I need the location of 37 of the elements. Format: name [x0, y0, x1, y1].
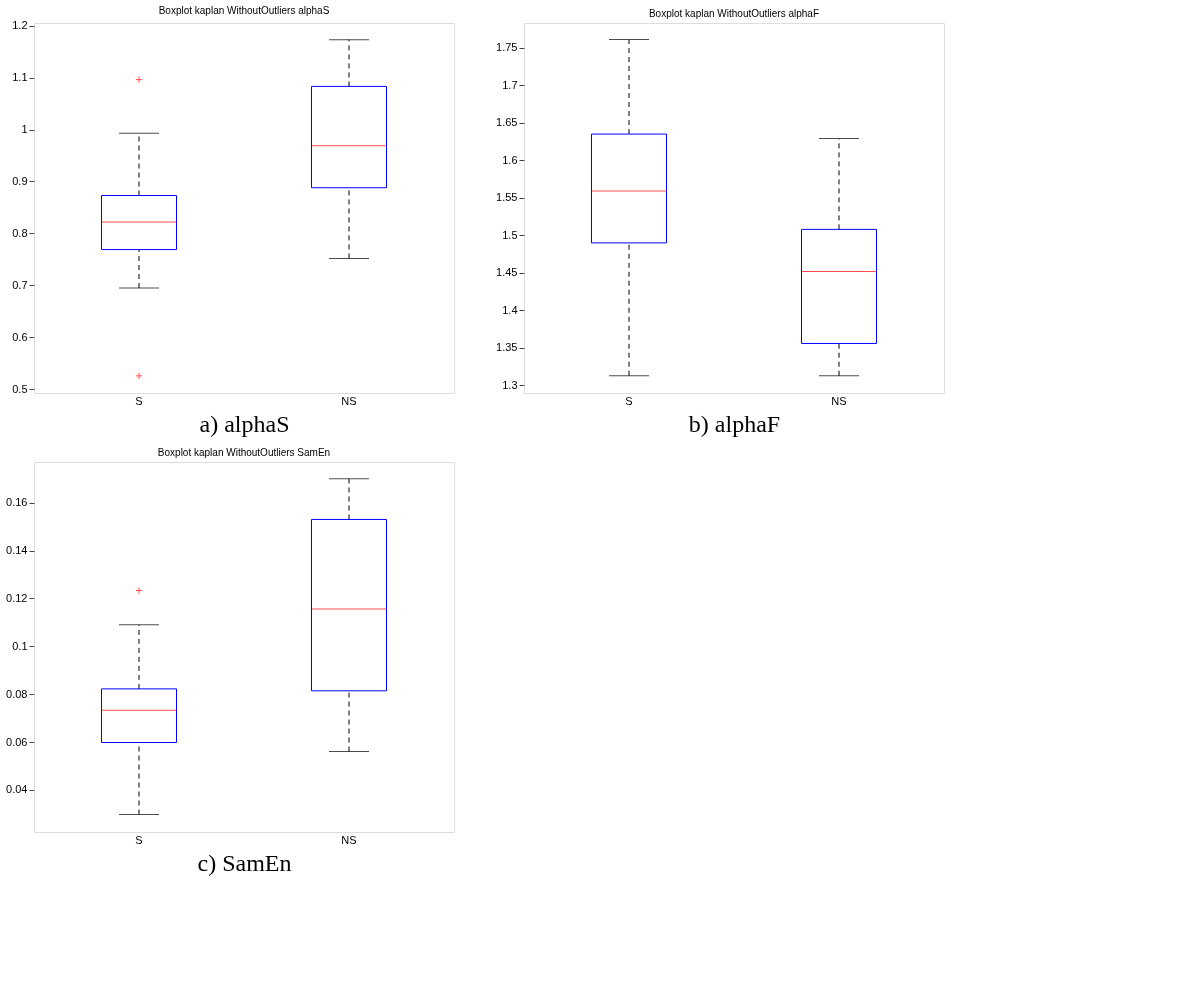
y-tick-label: 1.6: [502, 153, 518, 166]
x-tick-label: S: [135, 394, 143, 407]
x-tick-label: S: [135, 833, 143, 846]
y-tick-label: 1.5: [502, 228, 518, 241]
y-tick-label: 1.2: [12, 19, 28, 32]
y-tick-label: 0.04: [6, 783, 28, 796]
y-tick-label: 1.3: [502, 378, 518, 391]
y-tick-label: 0.06: [6, 735, 28, 748]
x-tick-label: NS: [341, 833, 357, 846]
y-tick-label: 0.9: [12, 175, 28, 187]
y-tick-label: 0.14: [6, 544, 28, 557]
y-tick-label: 1.35: [496, 341, 518, 354]
x-tick-label: NS: [831, 394, 847, 407]
x-axis-title: c) SamEn: [197, 849, 292, 876]
y-tick-label: 0.6: [12, 330, 28, 343]
chart-title: Boxplot kaplan WithoutOutliers alphaS: [158, 4, 330, 16]
y-tick-label: 0.1: [12, 639, 28, 652]
y-tick-label: 1.1: [12, 71, 28, 84]
y-tick-label: 0.12: [6, 591, 28, 604]
y-tick-label: 1.4: [502, 303, 518, 316]
chart-title: Boxplot kaplan WithoutOutliers SamEn: [157, 447, 331, 458]
y-tick-label: 1.65: [496, 116, 518, 129]
x-tick-label: S: [625, 394, 633, 407]
x-tick-label: NS: [341, 394, 357, 407]
y-tick-label: 1.7: [502, 78, 518, 91]
y-tick-label: 1.55: [496, 191, 518, 204]
y-tick-label: 0.08: [6, 687, 28, 700]
y-tick-label: 0.7: [12, 278, 28, 291]
x-axis-title: b) alphaF: [688, 410, 781, 437]
x-axis-title: a) alphaS: [199, 410, 290, 437]
y-tick-label: 1.75: [496, 41, 518, 54]
chart-title: Boxplot kaplan WithoutOutliers alphaF: [648, 8, 820, 19]
y-tick-label: 0.8: [12, 226, 28, 239]
y-tick-label: 0.16: [6, 496, 28, 509]
y-tick-label: 0.5: [12, 382, 28, 395]
y-tick-label: 1: [21, 123, 28, 136]
y-tick-label: 1.45: [496, 266, 518, 279]
